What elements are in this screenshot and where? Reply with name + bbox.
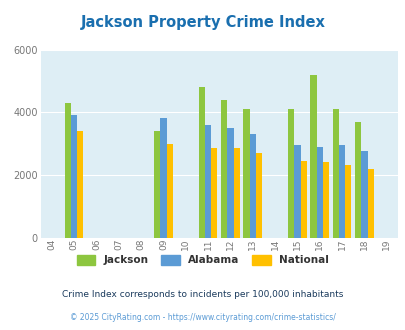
Bar [77,131,83,238]
Bar [255,153,262,238]
Bar [316,147,322,238]
Bar [198,87,205,238]
Bar [332,109,338,238]
Bar [71,115,77,238]
Bar [243,109,249,238]
Bar [367,169,373,238]
Text: Jackson Property Crime Index: Jackson Property Crime Index [80,15,325,30]
Bar [309,75,316,238]
Text: Crime Index corresponds to incidents per 100,000 inhabitants: Crime Index corresponds to incidents per… [62,290,343,299]
Bar [249,134,255,238]
Bar [344,166,351,238]
Bar [360,151,367,238]
Legend: Jackson, Alabama, National: Jackson, Alabama, National [72,251,333,270]
Bar [227,128,233,238]
Bar [220,100,227,238]
Text: © 2025 CityRating.com - https://www.cityrating.com/crime-statistics/: © 2025 CityRating.com - https://www.city… [70,313,335,322]
Bar [160,118,166,238]
Bar [166,144,173,238]
Bar [205,125,211,238]
Bar [300,161,306,238]
Bar [294,145,300,238]
Bar [322,162,328,238]
Bar [287,109,294,238]
Bar [338,145,344,238]
Bar [64,103,71,238]
Bar [233,148,239,238]
Bar [153,131,160,238]
Bar [354,122,360,238]
Bar [211,148,217,238]
